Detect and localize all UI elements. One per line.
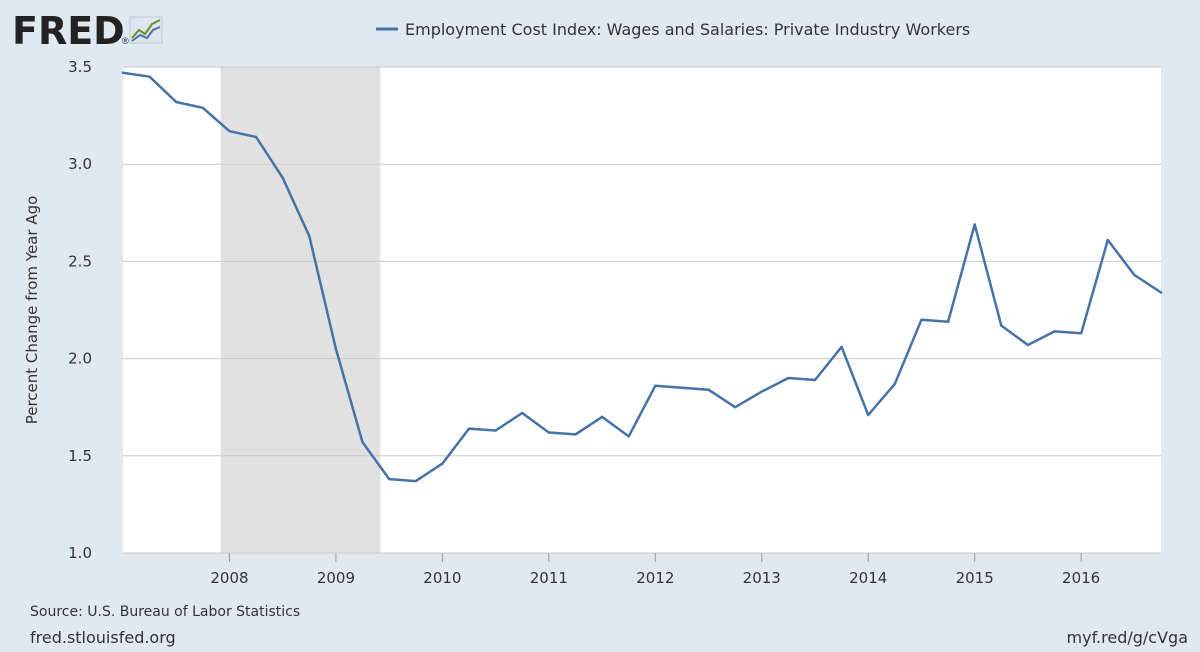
y-tick-label: 3.5 <box>68 58 92 76</box>
data-point <box>441 462 444 465</box>
data-point <box>1053 330 1056 333</box>
x-axis-ticks: 2008 2009 2010 2011 2012 2013 2014 2015 2016 <box>210 553 1100 587</box>
data-point <box>387 477 391 481</box>
short-link[interactable]: myf.red/g/cVga <box>1066 628 1188 647</box>
series-line <box>121 71 1163 483</box>
registered-mark: ® <box>122 36 129 46</box>
data-point <box>361 440 364 444</box>
data-point <box>281 176 284 180</box>
y-tick-label: 1.5 <box>68 447 92 465</box>
legend-label: Employment Cost Index: Wages and Salarie… <box>405 20 970 39</box>
recession-shading-layer <box>220 67 381 553</box>
x-tick-label: 2010 <box>423 569 461 587</box>
data-point <box>228 129 231 133</box>
data-point <box>1133 273 1136 277</box>
data-point <box>600 415 604 419</box>
data-point <box>467 427 471 430</box>
y-axis-label: Percent Change from Year Ago <box>23 196 41 425</box>
y-tick-label: 2.0 <box>68 350 92 368</box>
data-point <box>654 384 657 388</box>
legend: Employment Cost Index: Wages and Salarie… <box>376 20 970 39</box>
data-point <box>946 320 950 323</box>
data-point <box>760 390 763 393</box>
data-point <box>121 71 125 75</box>
data-point <box>547 431 551 434</box>
data-point <box>813 378 817 382</box>
data-point <box>920 318 923 321</box>
x-tick-label: 2012 <box>636 569 674 587</box>
x-tick-label: 2009 <box>317 569 355 587</box>
data-point <box>254 135 258 139</box>
fred-logo-text: FRED <box>12 9 125 53</box>
data-point <box>733 406 737 409</box>
site-link[interactable]: fred.stlouisfed.org <box>30 628 176 647</box>
data-point <box>627 435 630 438</box>
data-point <box>175 100 178 104</box>
x-tick-label: 2014 <box>849 569 887 587</box>
data-point <box>1000 324 1003 327</box>
data-point <box>787 376 790 380</box>
x-tick-label: 2016 <box>1062 569 1100 587</box>
recession-shading <box>220 67 381 553</box>
data-point <box>1026 343 1030 347</box>
data-point <box>1106 238 1109 242</box>
data-point <box>148 75 151 78</box>
y-axis-ticks: 1.0 1.5 2.0 2.5 3.0 3.5 <box>68 58 92 562</box>
fred-logo[interactable]: FRED ® <box>12 9 163 53</box>
source-note: Source: U.S. Bureau of Labor Statistics <box>30 604 301 620</box>
y-tick-label: 2.5 <box>68 252 92 270</box>
y-tick-label: 3.0 <box>68 155 92 173</box>
y-tick-label: 1.0 <box>68 544 92 562</box>
data-point <box>1079 332 1083 335</box>
data-point <box>893 382 897 386</box>
data-point <box>414 479 417 483</box>
data-point <box>973 223 976 226</box>
data-point <box>680 386 684 389</box>
data-point <box>494 429 497 432</box>
x-tick-label: 2013 <box>743 569 781 587</box>
data-point <box>308 234 311 238</box>
x-tick-label: 2008 <box>210 569 248 587</box>
data-point <box>1159 291 1163 294</box>
x-tick-label: 2015 <box>956 569 994 587</box>
x-tick-label: 2011 <box>530 569 568 587</box>
data-point <box>574 433 577 436</box>
data-point <box>840 345 843 349</box>
data-point <box>201 106 205 110</box>
data-point <box>521 411 524 415</box>
data-point <box>867 413 870 417</box>
series-layer <box>121 71 1163 483</box>
data-point <box>707 388 710 391</box>
data-point <box>334 347 338 351</box>
gridlines <box>123 66 1161 554</box>
fred-logo-chart-icon <box>129 16 163 44</box>
